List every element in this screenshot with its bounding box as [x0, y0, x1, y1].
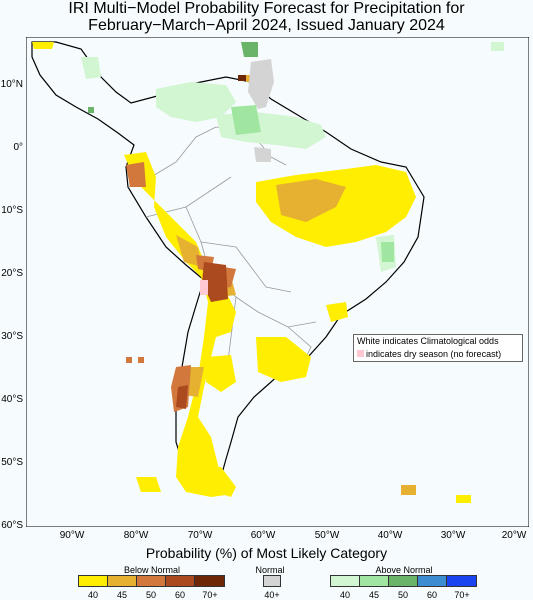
swatch-below-50 — [136, 575, 166, 587]
lon-label: 80°W — [123, 530, 149, 541]
forecast-map — [26, 37, 529, 527]
lon-label: 90°W — [59, 530, 85, 541]
legend-tick: 70+ — [454, 590, 470, 600]
below-normal-60-areas — [176, 262, 228, 409]
lon-label: 70°W — [187, 530, 213, 541]
lat-label: 10°S — [1, 205, 23, 216]
above-normal-50-areas — [88, 42, 258, 113]
lat-label: 20°S — [1, 268, 23, 279]
dry-season-note-text: indicates dry season (no forecast) — [366, 349, 502, 359]
swatch-below-60 — [165, 575, 195, 587]
lat-label: 60°S — [1, 520, 23, 531]
lat-label: 10°N — [0, 79, 23, 90]
lat-label: 50°S — [1, 457, 23, 468]
above-normal-label: Above Normal — [375, 565, 433, 575]
swatch-above-60 — [417, 575, 447, 587]
legend-title: Probability (%) of Most Likely Category — [145, 545, 388, 561]
legend-tick: 60 — [174, 590, 186, 600]
climatology-note: White indicates Climatological odds — [357, 336, 499, 346]
swatch-below-40 — [78, 575, 108, 587]
lat-label: 40°S — [1, 394, 23, 405]
lon-label: 50°W — [314, 530, 340, 541]
legend-note-box: White indicates Climatological odds indi… — [353, 334, 523, 362]
legend-tick: 70+ — [202, 590, 218, 600]
normal-label: Normal — [255, 565, 285, 575]
legend-tick: 60 — [426, 590, 438, 600]
below-normal-70-areas — [238, 75, 246, 81]
forecast-map-svg — [26, 37, 529, 527]
legend-tick: 40 — [87, 590, 99, 600]
map-title-line1: IRI Multi−Model Probability Forecast for… — [68, 0, 465, 17]
swatch-below-45 — [107, 575, 137, 587]
lon-label: 40°W — [377, 530, 403, 541]
legend-tick: 50 — [397, 590, 409, 600]
swatch-above-45 — [359, 575, 389, 587]
swatch-below-70 — [194, 575, 225, 587]
swatch-above-50 — [388, 575, 418, 587]
legend-tick: 45 — [116, 590, 128, 600]
legend-tick: 40 — [339, 590, 351, 600]
lon-label: 30°W — [440, 530, 466, 541]
swatch-normal — [263, 575, 281, 587]
lat-label: 30°S — [1, 331, 23, 342]
swatch-above-40 — [330, 575, 360, 587]
lon-label: 60°W — [250, 530, 276, 541]
legend-tick: 50 — [145, 590, 157, 600]
swatch-above-70 — [446, 575, 477, 587]
dry-season-area — [200, 280, 208, 295]
dry-season-swatch — [357, 350, 364, 357]
map-title-line2: February−March−April 2024, Issued Januar… — [88, 17, 445, 34]
normal-areas — [248, 59, 274, 162]
lon-label: 20°W — [501, 530, 527, 541]
dry-season-note: indicates dry season (no forecast) — [357, 348, 519, 361]
above-normal-45-areas — [231, 105, 394, 262]
legend-tick: 40+ — [264, 590, 280, 600]
lat-label: 0° — [13, 142, 23, 153]
below-normal-label: Below Normal — [123, 565, 181, 575]
legend-tick: 45 — [368, 590, 380, 600]
